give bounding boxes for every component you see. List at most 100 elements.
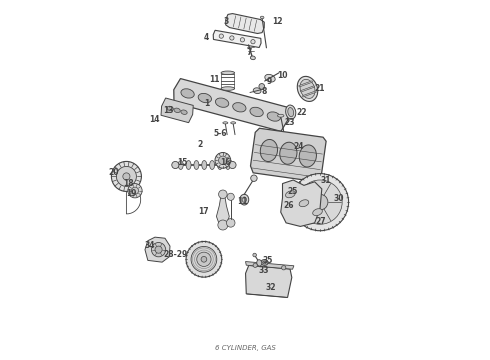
Text: 18: 18 bbox=[123, 179, 134, 188]
Circle shape bbox=[259, 84, 265, 89]
Ellipse shape bbox=[280, 142, 297, 164]
Ellipse shape bbox=[218, 161, 222, 170]
Ellipse shape bbox=[277, 114, 284, 117]
Text: 11: 11 bbox=[237, 197, 247, 206]
Polygon shape bbox=[161, 98, 193, 123]
Ellipse shape bbox=[181, 89, 194, 98]
Ellipse shape bbox=[210, 161, 215, 170]
Text: 13: 13 bbox=[163, 106, 173, 115]
Ellipse shape bbox=[194, 161, 199, 170]
Ellipse shape bbox=[225, 161, 230, 170]
Circle shape bbox=[117, 166, 136, 186]
Circle shape bbox=[111, 161, 142, 192]
Text: 9: 9 bbox=[267, 77, 271, 86]
Polygon shape bbox=[245, 265, 292, 297]
Text: 17: 17 bbox=[198, 207, 209, 216]
Text: 22: 22 bbox=[297, 108, 307, 117]
Polygon shape bbox=[300, 86, 315, 92]
Text: 7: 7 bbox=[247, 48, 252, 57]
Ellipse shape bbox=[286, 105, 296, 119]
Ellipse shape bbox=[253, 88, 261, 94]
Circle shape bbox=[128, 184, 142, 198]
Text: 27: 27 bbox=[316, 217, 326, 226]
Ellipse shape bbox=[221, 71, 235, 75]
Ellipse shape bbox=[251, 175, 257, 181]
Ellipse shape bbox=[286, 191, 295, 198]
Ellipse shape bbox=[181, 110, 187, 114]
Text: 23: 23 bbox=[284, 118, 295, 127]
Text: 12: 12 bbox=[272, 17, 282, 26]
Text: 31: 31 bbox=[321, 176, 331, 185]
Ellipse shape bbox=[231, 122, 236, 124]
Polygon shape bbox=[302, 91, 317, 97]
Ellipse shape bbox=[174, 108, 180, 113]
Ellipse shape bbox=[178, 161, 183, 170]
Ellipse shape bbox=[202, 161, 207, 170]
Text: 5-6: 5-6 bbox=[214, 129, 227, 138]
Circle shape bbox=[298, 180, 342, 224]
Text: 25: 25 bbox=[287, 187, 297, 196]
Circle shape bbox=[253, 263, 257, 267]
Text: 26: 26 bbox=[284, 201, 294, 210]
Circle shape bbox=[186, 242, 222, 277]
Ellipse shape bbox=[297, 76, 318, 102]
Ellipse shape bbox=[216, 98, 229, 107]
Circle shape bbox=[191, 247, 217, 272]
Circle shape bbox=[151, 243, 166, 257]
Circle shape bbox=[219, 156, 227, 165]
Ellipse shape bbox=[198, 93, 212, 103]
Text: 11: 11 bbox=[210, 75, 220, 84]
Text: 2: 2 bbox=[197, 140, 202, 149]
Ellipse shape bbox=[250, 56, 255, 60]
Ellipse shape bbox=[250, 107, 263, 117]
Circle shape bbox=[292, 174, 348, 231]
Ellipse shape bbox=[313, 209, 322, 216]
Circle shape bbox=[197, 252, 211, 266]
Text: 24: 24 bbox=[293, 141, 304, 150]
Circle shape bbox=[312, 194, 328, 210]
Circle shape bbox=[219, 190, 227, 199]
Text: 19: 19 bbox=[126, 189, 137, 198]
Polygon shape bbox=[217, 195, 229, 224]
Ellipse shape bbox=[267, 112, 280, 121]
Circle shape bbox=[282, 266, 286, 270]
Circle shape bbox=[172, 161, 179, 168]
Ellipse shape bbox=[300, 79, 315, 98]
Text: 16: 16 bbox=[220, 158, 230, 167]
Circle shape bbox=[240, 38, 245, 42]
Ellipse shape bbox=[260, 139, 277, 162]
Ellipse shape bbox=[167, 106, 173, 111]
Circle shape bbox=[230, 36, 234, 40]
Circle shape bbox=[201, 256, 207, 262]
Text: 10: 10 bbox=[277, 71, 288, 80]
Circle shape bbox=[215, 153, 231, 168]
Circle shape bbox=[131, 187, 139, 194]
Polygon shape bbox=[281, 180, 322, 226]
Text: 28-29: 28-29 bbox=[163, 250, 187, 259]
Circle shape bbox=[227, 193, 234, 201]
Circle shape bbox=[229, 161, 236, 168]
Ellipse shape bbox=[260, 16, 264, 19]
Polygon shape bbox=[213, 30, 261, 48]
Text: 35: 35 bbox=[262, 256, 272, 265]
Text: 32: 32 bbox=[266, 283, 276, 292]
Text: 30: 30 bbox=[334, 194, 344, 203]
Ellipse shape bbox=[263, 261, 266, 264]
Circle shape bbox=[155, 246, 162, 253]
Text: 1: 1 bbox=[204, 99, 209, 108]
Text: 6 CYLINDER, GAS: 6 CYLINDER, GAS bbox=[215, 346, 275, 351]
Text: 20: 20 bbox=[109, 168, 119, 177]
Text: 8: 8 bbox=[261, 87, 267, 96]
Ellipse shape bbox=[265, 75, 275, 82]
Polygon shape bbox=[245, 261, 294, 269]
Ellipse shape bbox=[299, 200, 309, 207]
Polygon shape bbox=[174, 78, 288, 131]
Circle shape bbox=[251, 40, 255, 44]
Ellipse shape bbox=[261, 260, 268, 265]
Ellipse shape bbox=[257, 260, 262, 266]
Text: 14: 14 bbox=[149, 115, 159, 124]
Polygon shape bbox=[250, 128, 326, 182]
Ellipse shape bbox=[233, 103, 246, 112]
Ellipse shape bbox=[223, 122, 228, 124]
Text: 4: 4 bbox=[203, 33, 209, 42]
